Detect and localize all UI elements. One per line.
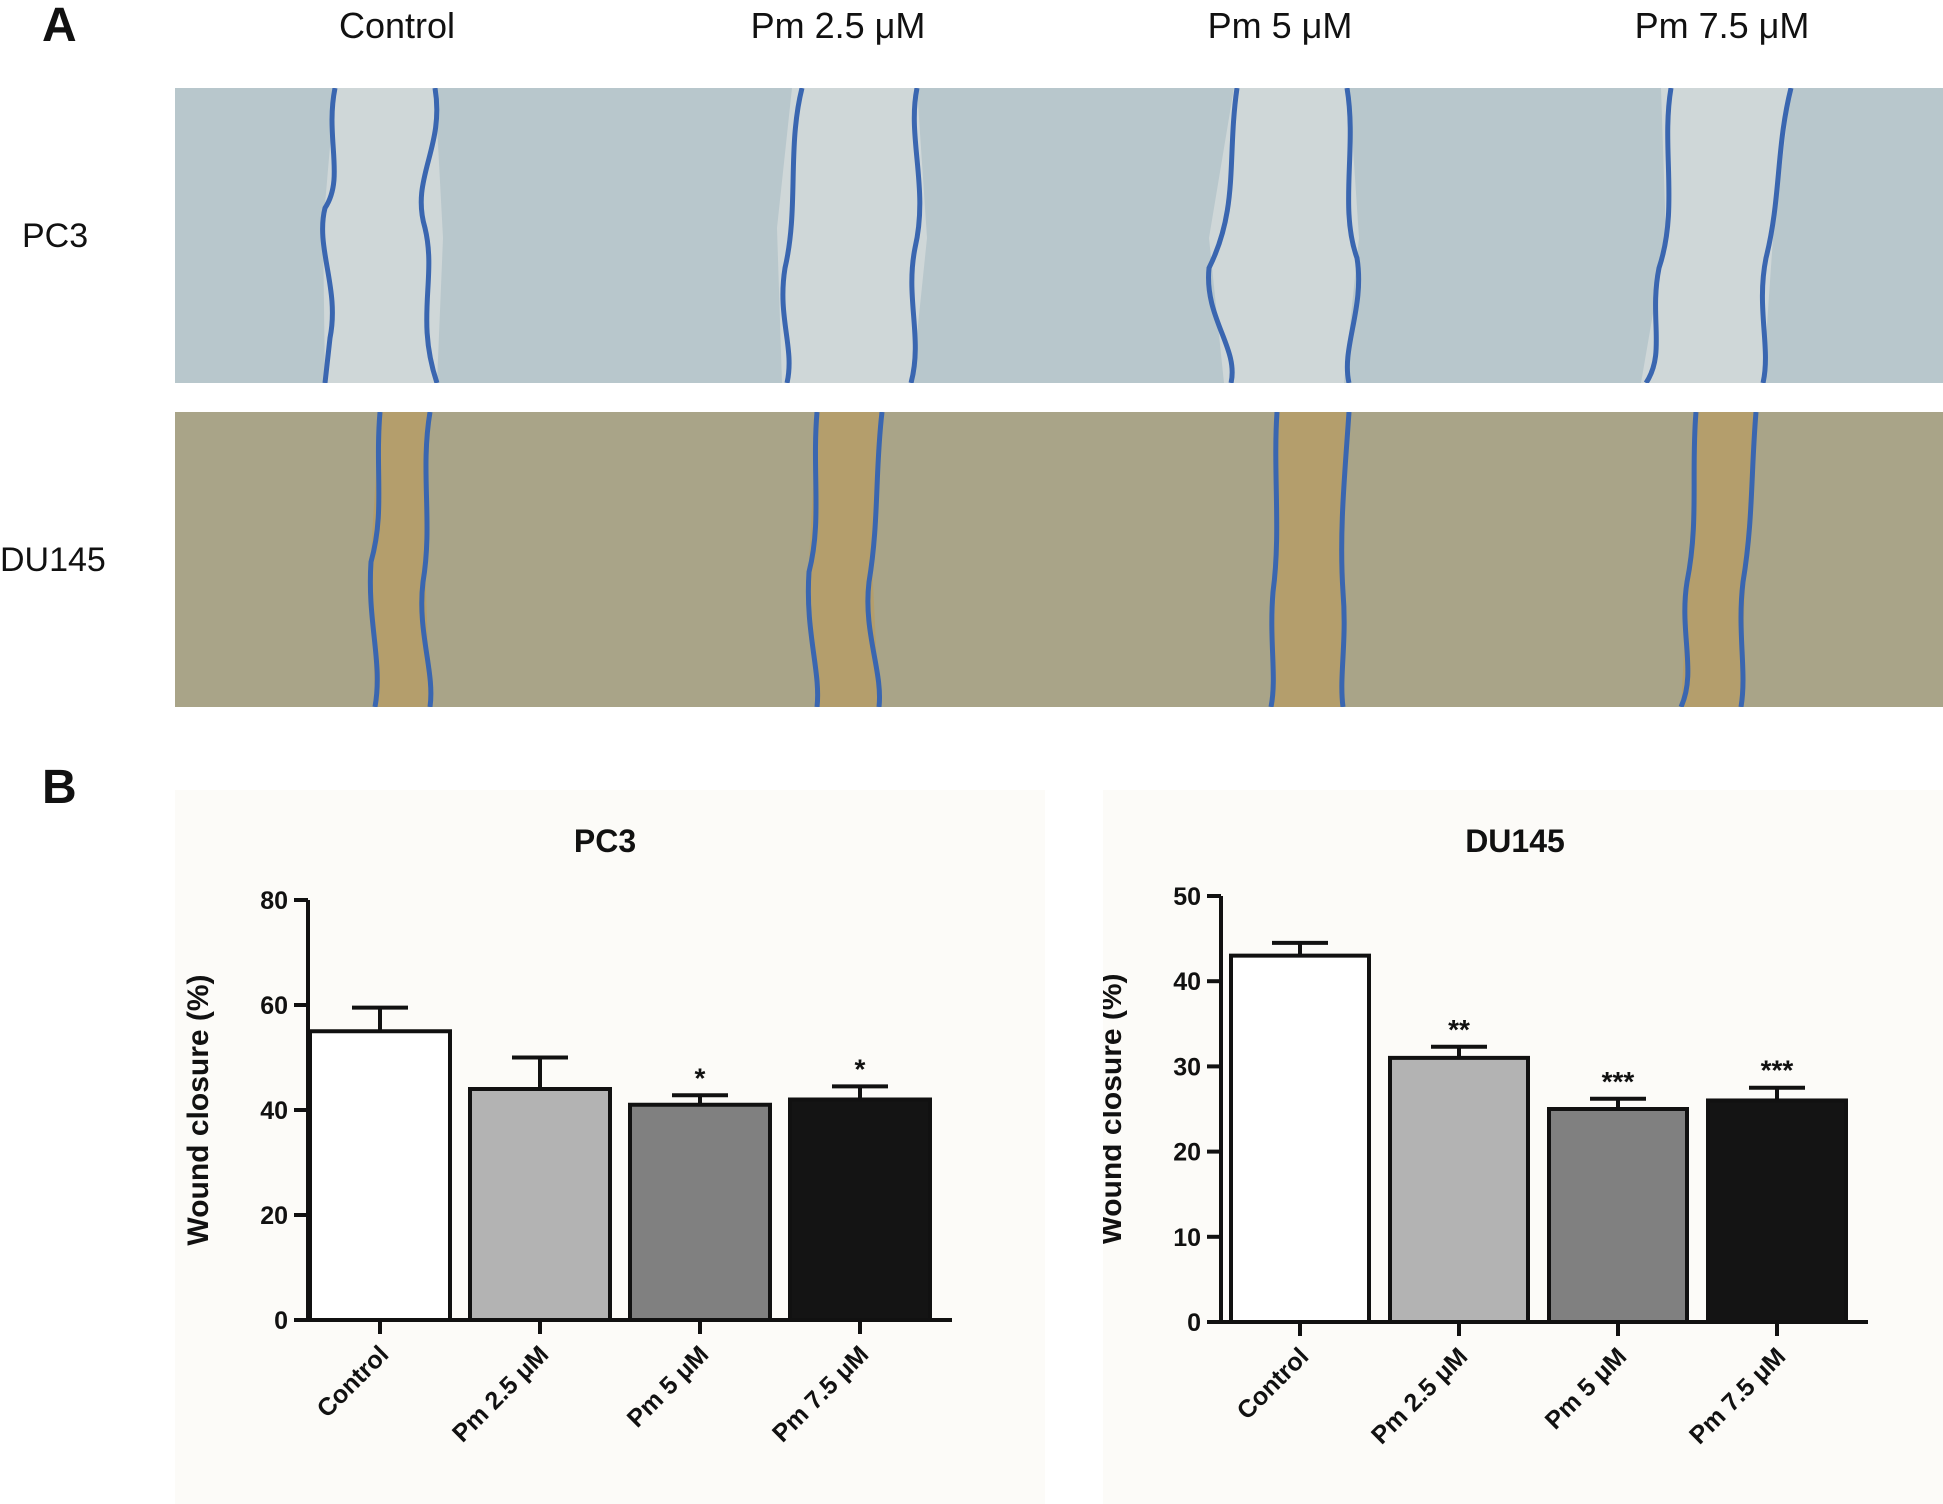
y-tick-label: 30 — [1173, 1053, 1201, 1081]
significance-label: *** — [1602, 1066, 1635, 1097]
row-label-du145: DU145 — [0, 541, 106, 579]
x-tick-label: Pm 5 μM — [1540, 1342, 1633, 1435]
chart-title: DU145 — [1465, 823, 1565, 859]
du145-chart-panel: DU145 Wound closure (%) 0 10 20 30 40 50 Control… — [1103, 790, 1943, 1504]
significance-label: * — [855, 1053, 866, 1084]
y-tick-label: 60 — [260, 992, 288, 1020]
pc3-control-micrograph — [175, 88, 617, 383]
y-axis-label: Wound closure (%) — [1103, 973, 1128, 1244]
panel-a-letter: A — [42, 0, 77, 52]
significance-label: * — [695, 1062, 706, 1093]
panel-b-letter: B — [42, 761, 77, 814]
bar-0 — [1229, 953, 1371, 1324]
x-tick-label: Control — [312, 1340, 395, 1423]
y-tick-label: 40 — [260, 1097, 288, 1125]
column-label-control: Control — [338, 5, 456, 46]
x-tick-label: Control — [1232, 1342, 1315, 1425]
row-label-pc3: PC3 — [22, 217, 89, 255]
significance-label: *** — [1761, 1055, 1794, 1086]
y-tick-label: 20 — [260, 1202, 288, 1230]
pc3-chart-panel: PC3 Wound closure (%) 0 20 40 60 80 Control Pm 2… — [175, 790, 1045, 1504]
x-tick-label: Pm 5 μM — [622, 1340, 715, 1433]
bar-3 — [788, 1097, 932, 1322]
y-tick-label: 80 — [260, 887, 288, 915]
du145-control-micrograph — [175, 412, 617, 707]
du145-micrograph-row — [175, 412, 1943, 707]
du145-bar-chart: DU145 Wound closure (%) 0 10 20 30 40 50 Control… — [1103, 823, 1868, 1450]
x-tick-label: Pm 2.5 μM — [1366, 1342, 1473, 1449]
chart-title: PC3 — [574, 823, 636, 859]
x-tick-label: Pm 2.5 μM — [447, 1340, 554, 1447]
x-tick-label: Pm 7.5 μM — [767, 1340, 874, 1447]
y-tick-label: 50 — [1173, 883, 1201, 911]
y-tick-label: 40 — [1173, 968, 1201, 996]
column-label-pm-5: Pm 5 μM — [1207, 5, 1353, 46]
column-label-pm-7-5: Pm 7.5 μM — [1634, 5, 1810, 46]
bar-2 — [628, 1102, 772, 1322]
bar-3 — [1706, 1098, 1848, 1325]
y-tick-label: 20 — [1173, 1139, 1201, 1167]
y-tick-label: 0 — [274, 1307, 288, 1335]
y-tick-label: 0 — [1187, 1309, 1201, 1337]
y-axis-label: Wound closure (%) — [182, 974, 215, 1245]
column-label-pm-2-5: Pm 2.5 μM — [750, 5, 926, 46]
bar-2 — [1547, 1107, 1689, 1324]
y-tick-label: 10 — [1173, 1224, 1201, 1252]
pc3-pm-2-5-micrograph — [617, 88, 1059, 383]
pc3-bar-chart: PC3 Wound closure (%) 0 20 40 60 80 Control Pm 2… — [182, 823, 952, 1448]
significance-label: ** — [1448, 1014, 1470, 1045]
du145-pm-5-micrograph — [1059, 412, 1501, 707]
bar-1 — [1388, 1055, 1530, 1324]
du145-pm-2-5-micrograph — [617, 412, 1059, 707]
bar-1 — [468, 1087, 612, 1322]
du145-pm-7-5-micrograph — [1501, 412, 1943, 707]
pc3-pm-7-5-micrograph — [1501, 88, 1943, 383]
pc3-micrograph-row — [175, 88, 1943, 383]
pc3-pm-5-micrograph — [1059, 88, 1501, 383]
bar-0 — [308, 1029, 452, 1322]
x-tick-label: Pm 7.5 μM — [1684, 1342, 1791, 1449]
